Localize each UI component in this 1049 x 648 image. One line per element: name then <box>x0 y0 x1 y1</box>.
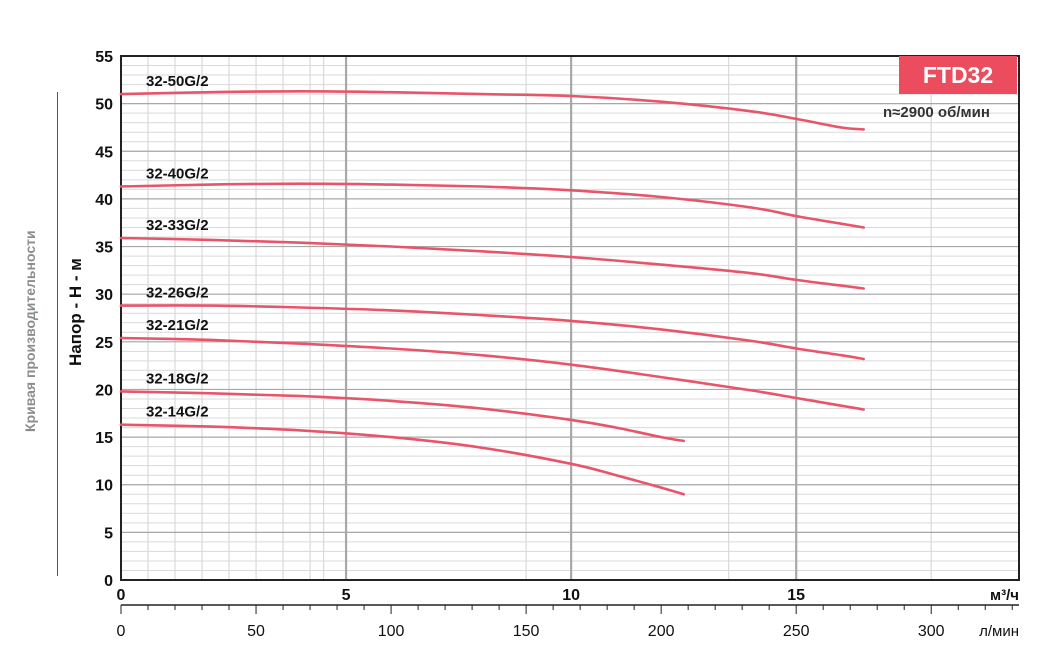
y-tick-label: 40 <box>95 192 113 209</box>
secondary-x-axis-unit: л/мин <box>979 623 1019 640</box>
x-tick-label: 0 <box>117 587 126 604</box>
curve-label: 32-26G/2 <box>146 285 209 302</box>
secondary-x-tick-labels: 0 50 100 150 200 250 300 <box>117 605 1013 640</box>
side-divider <box>57 92 58 576</box>
y-tick-label: 35 <box>95 240 113 257</box>
curve-line <box>119 336 865 411</box>
secondary-x-tick-label: 250 <box>783 623 810 640</box>
plot-frame <box>120 55 1020 581</box>
y-tick-label: 25 <box>95 335 113 352</box>
curves <box>119 89 865 496</box>
y-tick-label: 30 <box>95 287 113 304</box>
x-tick-label: 10 <box>562 587 580 604</box>
curve-label: 32-50G/2 <box>146 73 209 90</box>
curve-line <box>119 182 865 229</box>
x-tick-label: 15 <box>787 587 805 604</box>
secondary-x-tick-label: 300 <box>918 623 945 640</box>
plot-area <box>121 56 1019 580</box>
model-badge: FTD32 <box>899 56 1017 94</box>
curve-line <box>119 390 685 443</box>
y-tick-label: 10 <box>95 478 113 495</box>
secondary-x-ticks <box>120 605 1013 614</box>
curve-label: 32-21G/2 <box>146 317 209 334</box>
curve-label: 32-40G/2 <box>146 166 209 183</box>
y-tick-label: 15 <box>95 430 113 447</box>
y-tick-label: 5 <box>104 525 113 542</box>
curve-line <box>119 423 685 496</box>
x-tick-labels: 0 5 10 15 <box>117 587 806 604</box>
curve-line <box>119 89 865 131</box>
secondary-x-tick-label: 0 <box>117 623 126 640</box>
speed-label: n≈2900 об/мин <box>883 104 990 121</box>
y-tick-label: 55 <box>95 49 113 66</box>
y-tick-labels: 0 5 10 15 20 25 30 35 40 45 50 55 <box>95 49 113 590</box>
curve-labels: 32-50G/2 32-40G/2 32-33G/2 32-26G/2 32-21G/2… <box>146 73 209 421</box>
x-tick-label: 5 <box>342 587 351 604</box>
curve-label: 32-14G/2 <box>146 404 209 421</box>
y-tick-label: 45 <box>95 144 113 161</box>
curve-label: 32-33G/2 <box>146 217 209 234</box>
curve-line <box>119 304 865 361</box>
curve-label: 32-18G/2 <box>146 370 209 387</box>
secondary-x-tick-label: 200 <box>648 623 675 640</box>
secondary-x-tick-label: 150 <box>513 623 540 640</box>
curve-line <box>119 236 865 290</box>
y-tick-label: 0 <box>104 573 113 590</box>
secondary-x-tick-label: 50 <box>247 623 265 640</box>
y-tick-label: 50 <box>95 97 113 114</box>
x-axis-unit: м³/ч <box>990 587 1019 604</box>
y-tick-label: 20 <box>95 382 113 399</box>
secondary-x-tick-label: 100 <box>378 623 405 640</box>
